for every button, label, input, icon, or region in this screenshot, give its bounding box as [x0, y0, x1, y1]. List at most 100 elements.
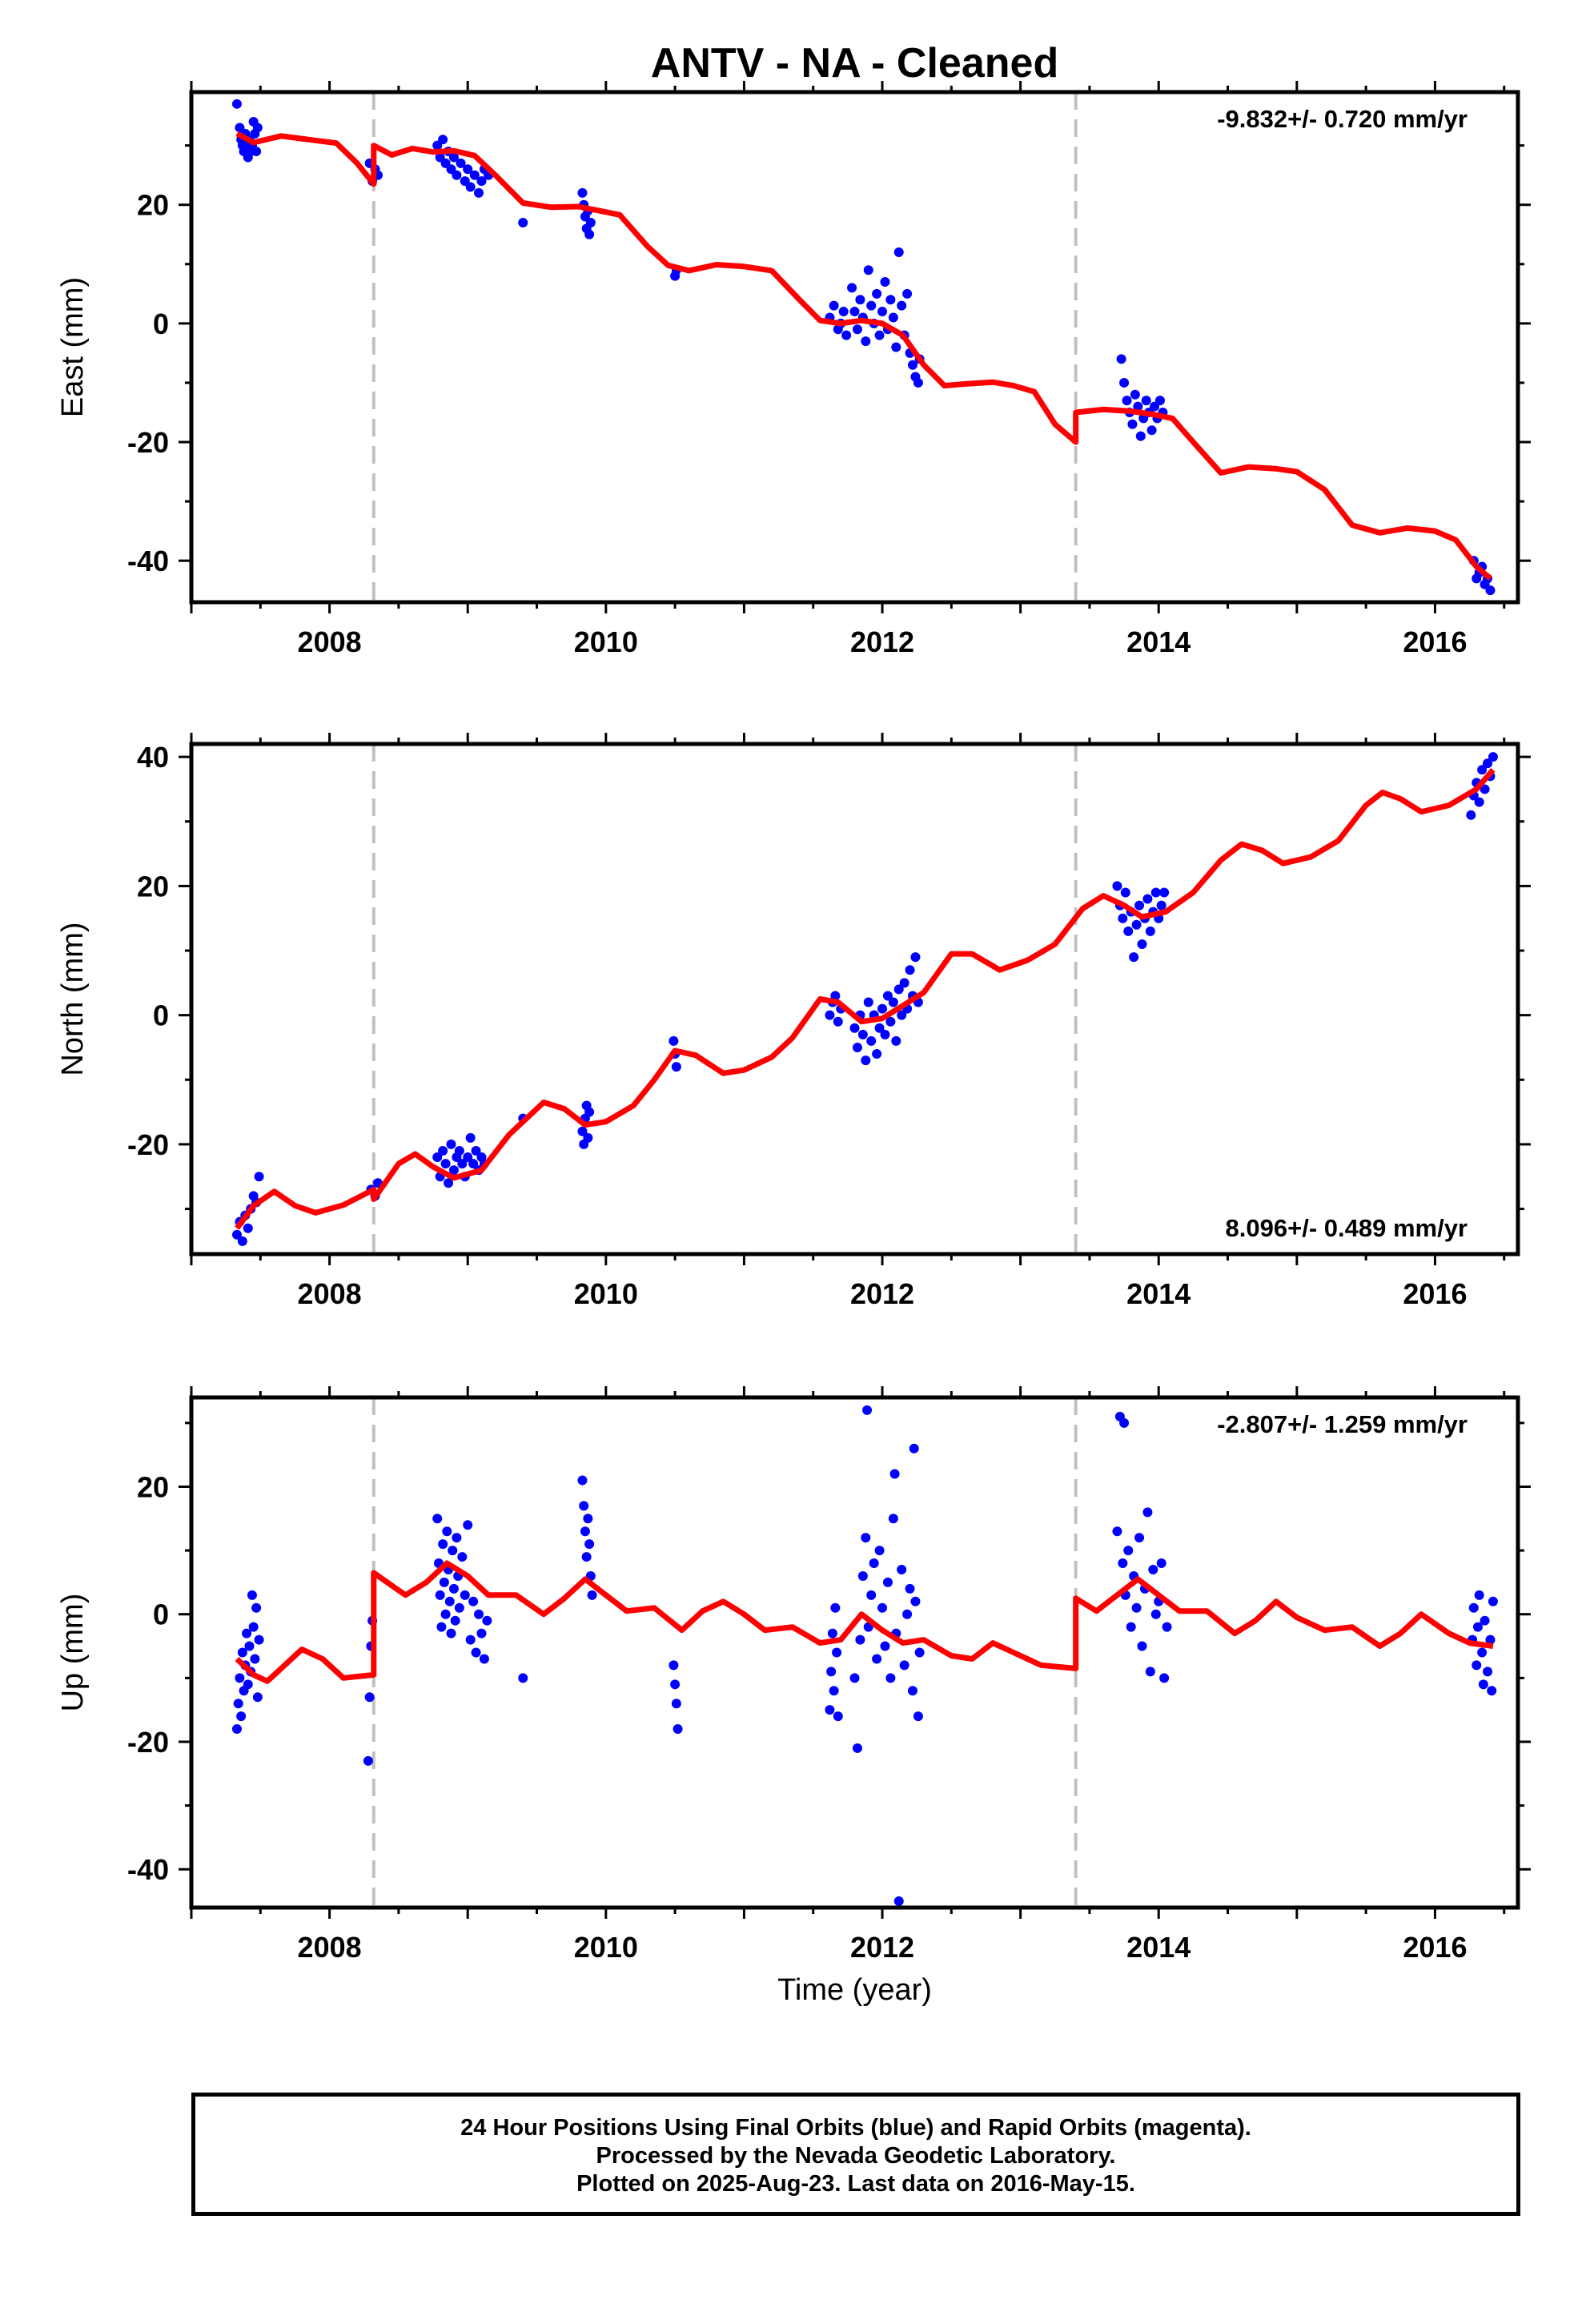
x-tick-label: 2008 [298, 625, 362, 658]
observation-point [237, 1236, 247, 1246]
observation-point [444, 1178, 454, 1188]
observation-point [438, 135, 448, 145]
observation-point [233, 1699, 243, 1709]
observation-point [849, 307, 860, 317]
observation-point [827, 1628, 837, 1638]
observation-point [465, 1132, 476, 1143]
observation-point [877, 1003, 888, 1014]
observation-point [448, 1546, 458, 1556]
observation-point [236, 1711, 247, 1722]
y-tick-label: -40 [127, 1853, 169, 1886]
observation-point [1131, 1602, 1142, 1613]
observation-point [1131, 919, 1142, 930]
observation-point [1148, 1564, 1158, 1574]
observation-point [1145, 1667, 1155, 1677]
observation-point [1480, 1615, 1490, 1626]
observation-point [1472, 1622, 1483, 1632]
observation-point [1142, 1507, 1153, 1518]
x-tick-label: 2008 [298, 1931, 362, 1964]
observation-point [1466, 810, 1476, 820]
observation-point [852, 324, 862, 335]
observation-point [1468, 1602, 1479, 1613]
observation-point [849, 1023, 860, 1033]
y-tick-label: -20 [127, 1128, 169, 1161]
observation-point [243, 1223, 253, 1233]
x-tick-label: 2016 [1403, 1931, 1467, 1964]
observation-point [877, 307, 888, 317]
observation-point [669, 1660, 679, 1671]
observation-point [1145, 926, 1155, 936]
observation-point [1134, 1533, 1145, 1543]
observation-point [435, 1590, 445, 1600]
observation-point [1137, 939, 1147, 949]
observation-point [905, 1583, 915, 1594]
observation-point [1118, 1558, 1128, 1569]
observation-point [1142, 894, 1153, 904]
observation-point [585, 217, 596, 227]
y-tick-label: 0 [153, 1598, 169, 1631]
observation-point [471, 1145, 481, 1156]
observation-point [880, 277, 890, 287]
observation-point [584, 229, 595, 239]
observation-point [1156, 1558, 1166, 1569]
observation-point [833, 1711, 843, 1722]
panel-east: 2008 2010 2012 2014 2016 -40 -20 0 20 East (mm) -9… [56, 81, 1531, 658]
x-tick-label: 2010 [574, 625, 638, 658]
observation-point [891, 1035, 901, 1046]
observation-point [1119, 1417, 1130, 1428]
observation-point [250, 1654, 260, 1664]
observation-point [874, 1546, 885, 1556]
model-line-east [235, 131, 1492, 581]
observation-point [671, 1699, 681, 1709]
observation-point [454, 1602, 464, 1613]
observation-point [673, 1724, 683, 1735]
model-line-north [235, 768, 1496, 1230]
observation-point [907, 1686, 917, 1696]
observation-point [1156, 900, 1166, 911]
observation-point [1477, 765, 1488, 775]
observation-point [852, 1743, 862, 1753]
observation-point [442, 1526, 452, 1537]
x-tick-label: 2014 [1126, 625, 1191, 658]
y-axis-label-east: East (mm) [56, 277, 90, 417]
observation-point [882, 1577, 893, 1587]
observation-point [897, 1010, 907, 1020]
plot-frame-east [189, 90, 1520, 605]
observation-point [877, 1602, 888, 1613]
observation-point [584, 1107, 595, 1117]
observation-point [1134, 900, 1145, 911]
observation-point [830, 991, 841, 1001]
observation-point [861, 1533, 871, 1543]
observation-point [1135, 431, 1146, 441]
y-tick-label: 20 [137, 189, 169, 222]
observation-point [471, 1647, 481, 1658]
y-axis-label-north: North (mm) [56, 922, 90, 1076]
observation-point [438, 1539, 448, 1550]
observation-point [444, 1596, 455, 1606]
observation-point [1122, 396, 1132, 406]
observation-point [242, 1628, 252, 1638]
y-tick-label: 0 [153, 999, 169, 1032]
observation-point [825, 1705, 835, 1715]
observation-point [1472, 1660, 1482, 1671]
observation-point [1485, 585, 1496, 596]
observation-point [888, 1514, 898, 1524]
x-tick-label: 2016 [1403, 1277, 1467, 1310]
observation-point [460, 1590, 470, 1600]
observation-point [231, 1229, 242, 1240]
observation-point [247, 1590, 257, 1600]
observation-point [889, 1469, 900, 1479]
observation-point [457, 1159, 468, 1169]
observation-point [244, 1641, 255, 1651]
observation-point [448, 1165, 459, 1176]
observation-point [669, 1035, 679, 1046]
observation-point [832, 1647, 842, 1658]
x-tick-label: 2010 [574, 1931, 638, 1964]
y-axis-label-up: Up (mm) [56, 1594, 90, 1712]
observations-east [231, 99, 1496, 596]
observation-point [463, 1152, 473, 1163]
observation-point [1480, 784, 1490, 794]
observation-point [872, 1654, 882, 1664]
observation-point [583, 1132, 593, 1143]
observation-point [1141, 396, 1151, 406]
